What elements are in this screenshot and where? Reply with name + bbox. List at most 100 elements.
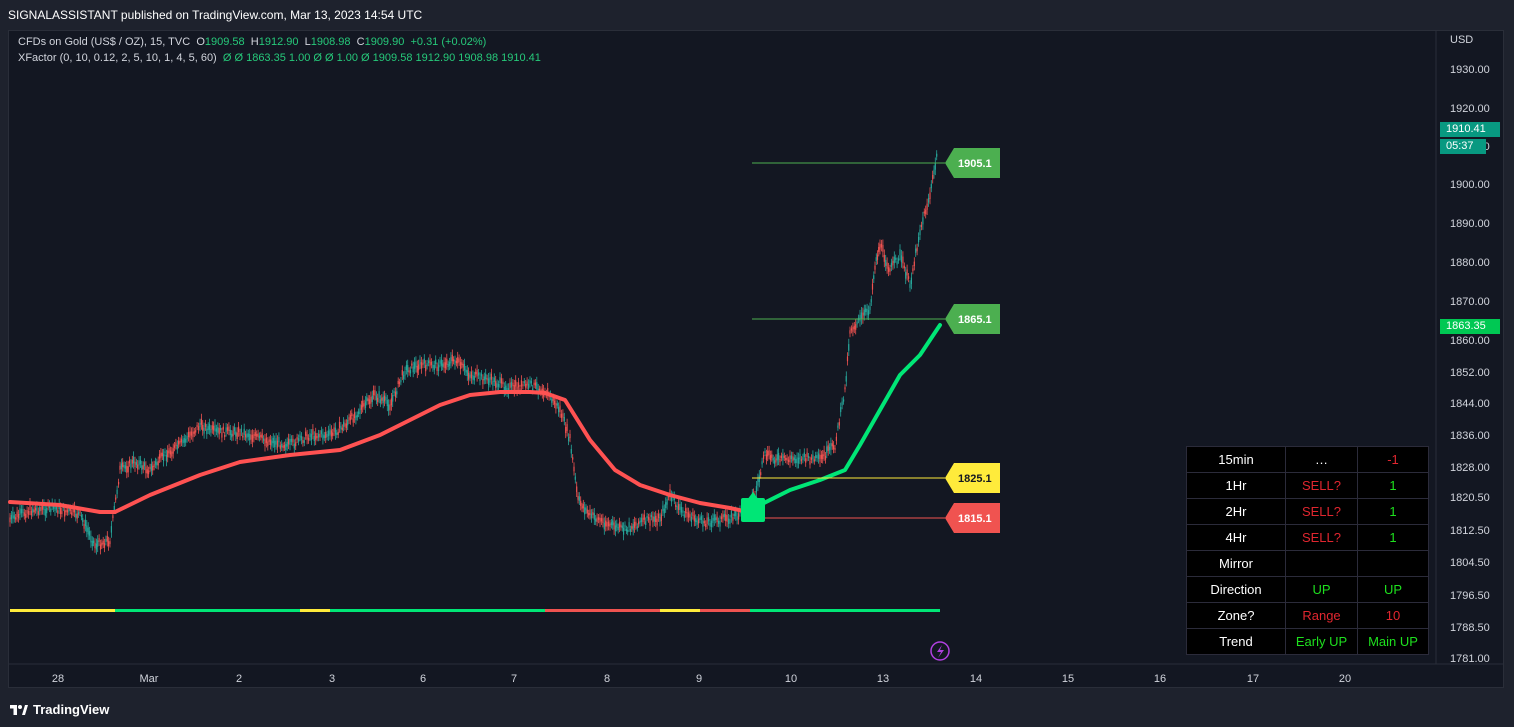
candle-body — [465, 369, 467, 373]
countdown-tag: 05:37 — [1440, 139, 1486, 154]
publish-header: SIGNALASSISTANT published on TradingView… — [0, 0, 1514, 30]
candle-body — [533, 382, 535, 385]
level-tag — [945, 503, 1000, 533]
candle-body — [900, 255, 902, 263]
lightning-bolt — [937, 645, 944, 658]
candle-body — [215, 428, 217, 432]
candle-body — [510, 381, 512, 388]
candle-body — [379, 399, 382, 404]
candle-body — [245, 434, 247, 438]
candle-body — [773, 460, 776, 464]
time-axis-label: 7 — [511, 673, 517, 685]
price-axis-label: 1852.00 — [1450, 367, 1490, 379]
candle-body — [798, 457, 800, 464]
table-row: Trend Early UP Main UP — [1186, 628, 1429, 655]
candle-body — [480, 373, 482, 377]
candle-body — [903, 265, 905, 269]
candle-body — [492, 381, 494, 386]
ma-line-down — [543, 391, 750, 514]
candle-body — [420, 362, 422, 369]
change-value: +0.31 (+0.02%) — [410, 36, 487, 48]
level-label: 1905.1 — [958, 158, 992, 170]
symbol-legend[interactable]: CFDs on Gold (US$ / OZ), 15, TVC O1909.5… — [18, 36, 486, 48]
candle-body — [94, 542, 96, 549]
candle-body — [551, 398, 553, 403]
candle-body — [605, 520, 607, 527]
candle-body — [332, 432, 334, 436]
candle-body — [271, 440, 273, 447]
candle-body — [258, 435, 260, 439]
candle-body — [35, 507, 37, 511]
candle-body — [33, 509, 35, 513]
candle-body — [206, 428, 208, 435]
currency-label[interactable]: USD — [1450, 34, 1474, 46]
level-tag — [945, 148, 1000, 178]
candle-body — [538, 388, 541, 391]
candle-body — [418, 364, 420, 371]
candle-body — [22, 509, 24, 514]
time-axis-label: 16 — [1154, 673, 1166, 685]
candle-body — [912, 268, 914, 271]
candle-body — [183, 438, 185, 443]
candle-body — [116, 489, 118, 495]
candle-body — [519, 388, 521, 392]
candle-body — [145, 466, 147, 474]
candle-body — [516, 386, 518, 392]
candle-body — [700, 516, 702, 520]
candle-body — [725, 514, 727, 521]
table-cell: 10 — [1357, 602, 1429, 629]
candle-body — [152, 465, 154, 471]
candle-body — [451, 354, 453, 362]
level-label: 1865.1 — [958, 314, 992, 326]
candle-body — [627, 529, 629, 533]
candle-body — [143, 462, 146, 467]
candle-body — [405, 365, 407, 371]
candle-body — [214, 424, 216, 432]
candle-body — [919, 229, 921, 236]
tradingview-logo[interactable]: TradingView — [10, 702, 109, 717]
candle-body — [128, 460, 131, 464]
candle-body — [758, 475, 760, 482]
candle-body — [666, 498, 668, 505]
indicator-legend[interactable]: XFactor (0, 10, 0.12, 2, 5, 10, 1, 4, 5,… — [18, 52, 541, 64]
candle-body — [179, 440, 181, 444]
candle-body — [295, 442, 297, 447]
indicator-name[interactable]: XFactor (0, 10, 0.12, 2, 5, 10, 1, 4, 5,… — [18, 52, 217, 64]
candle-body — [708, 517, 710, 522]
candle-body — [93, 540, 95, 543]
candle-body — [890, 262, 892, 267]
candle-body — [625, 528, 627, 532]
candle-body — [176, 444, 178, 450]
table-cell: 1Hr — [1186, 472, 1286, 499]
candle-body — [302, 440, 304, 444]
candle-body — [349, 415, 352, 421]
table-cell: 1 — [1357, 472, 1429, 499]
candle-body — [142, 465, 144, 470]
candle-body — [134, 461, 136, 468]
candle-body — [513, 385, 515, 392]
candle-body — [860, 312, 862, 320]
symbol-name[interactable]: CFDs on Gold (US$ / OZ), 15, TVC — [18, 36, 191, 48]
candle-body — [706, 517, 708, 524]
candle-body — [185, 438, 187, 443]
candle-body — [828, 446, 831, 451]
candle-body — [265, 437, 267, 443]
candle-body — [889, 268, 891, 272]
candle-body — [180, 438, 182, 443]
candle-body — [250, 434, 252, 440]
candle-body — [883, 254, 885, 262]
candle-body — [231, 433, 233, 438]
candle-body — [101, 542, 103, 546]
candle-body — [41, 504, 44, 510]
candle-body — [366, 397, 368, 402]
candle-body — [923, 211, 925, 214]
candle-body — [613, 522, 615, 530]
candle-body — [360, 405, 362, 410]
candle-body — [495, 381, 497, 388]
candle-body — [462, 363, 464, 368]
candle-body — [76, 513, 78, 519]
buy-signal-arrow — [747, 492, 759, 500]
candle-body — [723, 513, 725, 518]
candle-body — [631, 526, 633, 529]
candle-body — [680, 506, 682, 513]
